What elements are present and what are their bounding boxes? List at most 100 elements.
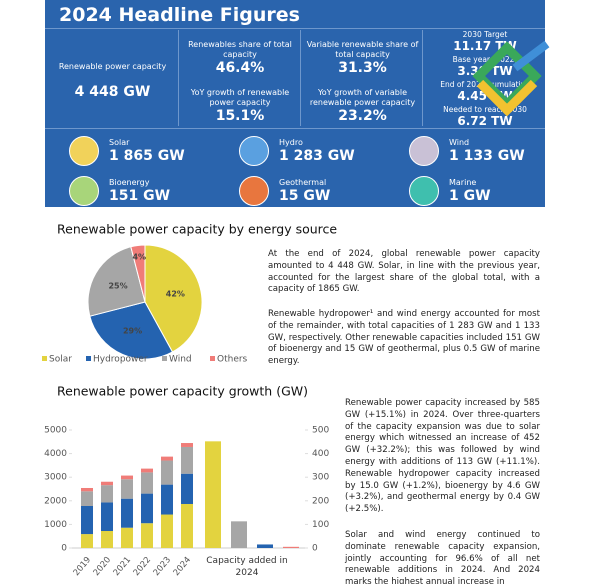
variable-growth-value: 23.2% [338, 108, 387, 124]
bar [283, 546, 299, 548]
tile-icon [409, 176, 439, 206]
legend-swatch [86, 356, 91, 361]
tile: Marine 1 GW [399, 173, 549, 207]
x-tick-label: 2019 [72, 555, 94, 578]
target-label: Base year (2022) [452, 55, 518, 64]
headline-panel: 2024 Headline Figures Renewable power ca… [45, 0, 550, 207]
tile-icon [69, 176, 99, 206]
separator [45, 28, 545, 29]
capacity-value: 4 448 GW [74, 84, 151, 100]
bar-segment [121, 479, 133, 499]
paragraph: Renewable hydropower¹ and wind energy ac… [268, 309, 540, 367]
bar-segment [101, 485, 113, 503]
bar-segment [81, 505, 93, 535]
tile-label: Hydro [279, 138, 303, 147]
separator [300, 30, 301, 126]
bar-segment [81, 487, 93, 492]
share-growth-label: YoY growth of renewable power capacity [190, 88, 290, 107]
tile-label: Solar [109, 138, 130, 147]
headline-title: 2024 Headline Figures [59, 4, 300, 26]
chart-title: Renewable power capacity by energy sourc… [57, 222, 337, 237]
bar-segment [181, 473, 193, 504]
y2-tick-label: 0 [312, 544, 318, 554]
tile-value: 15 GW [279, 188, 331, 204]
pie-slice [87, 246, 146, 317]
tile-value: 151 GW [109, 188, 171, 204]
bar-segment [141, 493, 153, 524]
tile-icon [239, 136, 269, 166]
bar-segment [81, 491, 93, 506]
target-value: 6.72 TW [457, 114, 513, 128]
y-tick-label: 3000 [44, 473, 67, 483]
bar-segment [181, 446, 193, 474]
bar-segment [141, 472, 153, 494]
target-label: Needed to reach 2030 [443, 105, 527, 114]
y-tick-label: 1000 [44, 520, 67, 530]
y-tick-label: 4000 [44, 449, 67, 459]
separator [422, 30, 423, 126]
tile-icon [409, 136, 439, 166]
x-tick-label: 2021 [112, 555, 134, 578]
bar-segment [161, 514, 173, 548]
tile: Solar 1 865 GW [59, 133, 209, 167]
capacity-label: Renewable power capacity [58, 62, 167, 71]
pie-slice [89, 301, 174, 360]
variable-growth-label: YoY growth of variable renewable power c… [309, 88, 416, 107]
chart-title: Renewable power capacity growth (GW) [57, 384, 308, 399]
logo-shape [476, 79, 538, 117]
x-tick-label: 2020 [92, 555, 114, 578]
value-label: 4% [132, 252, 146, 261]
share-value: 46.4% [215, 60, 265, 76]
bar [231, 521, 247, 548]
y2-tick-label: 300 [312, 473, 329, 483]
bar-segment [121, 527, 133, 548]
tile-value: 1 GW [449, 188, 491, 204]
legend-swatch [162, 356, 167, 361]
separator [45, 128, 545, 129]
bar-segment [121, 475, 133, 480]
bar-segment [161, 460, 173, 485]
tile-label: Wind [449, 138, 470, 147]
tile-label: Marine [449, 178, 477, 187]
legend-label: Wind [169, 355, 192, 365]
tiles: Solar 1 865 GW Hydro 1 283 GW Wind 1 133 GW Bi… [45, 130, 545, 207]
y2-tick-label: 200 [312, 496, 329, 506]
bar-segment [161, 456, 173, 461]
y2-tick-label: 400 [312, 449, 329, 459]
legend-swatch [210, 356, 215, 361]
bar-segment [181, 503, 193, 548]
value-label: 29% [123, 326, 142, 335]
tile-icon [239, 176, 269, 206]
charts: Renewable power capacity by energy sourc… [42, 222, 337, 578]
tile: Hydro 1 283 GW [229, 133, 379, 167]
logo-shape [512, 40, 550, 72]
bar [205, 441, 221, 548]
tile: Wind 1 133 GW [399, 133, 549, 167]
tile: Geothermal 15 GW [229, 173, 379, 207]
x-tick-label: 2022 [132, 555, 154, 578]
share-growth-value: 15.1% [215, 108, 265, 124]
bar-segment [101, 481, 113, 486]
y-tick-label: 5000 [44, 426, 67, 436]
separator [178, 30, 179, 126]
paragraph: At the end of 2024, global renewable pow… [268, 249, 540, 295]
bar-segment [101, 502, 113, 532]
bar-segment [161, 484, 173, 515]
tile-value: 1 865 GW [109, 148, 185, 164]
x-tick-label: 2024 [172, 555, 194, 578]
y2-tick-label: 100 [312, 520, 329, 530]
legend-label: Others [217, 355, 248, 365]
variable-value: 31.3% [338, 60, 387, 76]
y-tick-label: 2000 [44, 496, 67, 506]
bar-segment [101, 531, 113, 548]
y-tick-label: 0 [61, 544, 67, 554]
tile: Bioenergy 151 GW [59, 173, 209, 207]
value-label: 42% [166, 290, 185, 299]
tile-value: 1 283 GW [279, 148, 355, 164]
legend-label: Solar [49, 355, 72, 365]
bar-segment [181, 443, 193, 447]
logo [472, 40, 550, 117]
tile-icon [69, 136, 99, 166]
y2-tick-label: 500 [312, 426, 329, 436]
tile-label: Bioenergy [109, 178, 150, 187]
